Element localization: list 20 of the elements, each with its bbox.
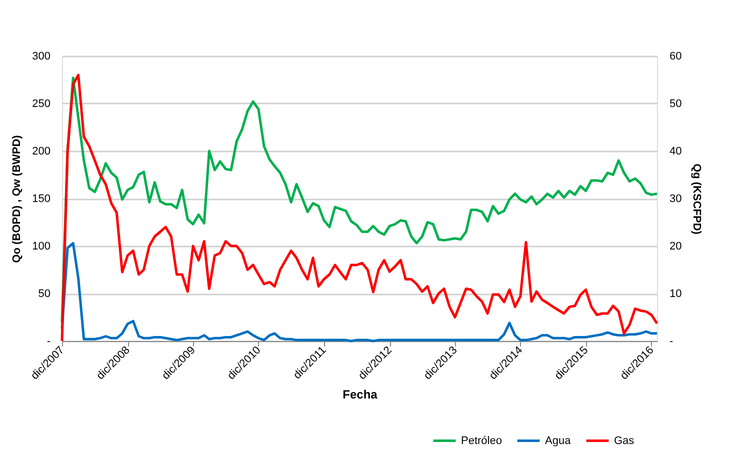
y2-axis-title: Qg (KSCFPD) xyxy=(690,164,703,235)
y-tick-label: 150 xyxy=(32,193,50,205)
legend-label: Gas xyxy=(614,434,635,447)
y-tick-label: 50 xyxy=(38,288,50,300)
y-tick-label: 100 xyxy=(32,240,50,252)
y-tick-label: 250 xyxy=(32,98,50,110)
y2-tick-label: 40 xyxy=(670,146,682,158)
y-tick-label: 300 xyxy=(32,50,50,62)
y2-tick-label: - xyxy=(670,336,674,348)
legend-label: Petróleo xyxy=(461,434,502,447)
legend-label: Agua xyxy=(545,434,572,447)
y2-tick-label: 30 xyxy=(670,193,682,205)
y2-tick-label: 10 xyxy=(670,288,682,300)
y2-tick-label: 60 xyxy=(670,50,682,62)
y-tick-label: - xyxy=(46,336,51,348)
x-axis-title: Fecha xyxy=(342,387,378,402)
y2-tick-label: 20 xyxy=(670,240,682,252)
y2-tick-label: 50 xyxy=(670,98,682,110)
y-tick-label: 200 xyxy=(32,146,50,158)
y-axis-title: Qo (BOPD) , Qw (BWPD) xyxy=(11,134,24,263)
